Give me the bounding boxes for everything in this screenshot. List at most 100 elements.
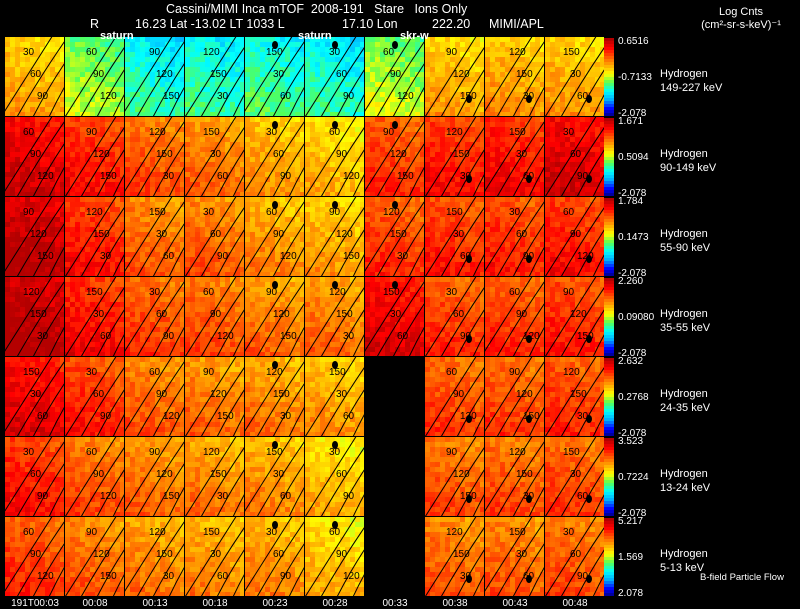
- pixel: [385, 52, 390, 57]
- pixel: [155, 247, 160, 252]
- pixel: [145, 67, 150, 72]
- pixel: [150, 207, 155, 212]
- pixel: [5, 167, 10, 172]
- pixel: [490, 162, 495, 167]
- pixel: [305, 182, 310, 187]
- pixel: [150, 37, 155, 42]
- pixel: [75, 257, 80, 262]
- pixel: [100, 222, 105, 227]
- pixel: [30, 47, 35, 52]
- pixel: [390, 92, 395, 97]
- pixel: [575, 77, 580, 82]
- pixel: [495, 192, 500, 196]
- pixel: [65, 187, 70, 192]
- pixel: [65, 147, 70, 152]
- pixel: [380, 132, 385, 137]
- pixel: [485, 112, 490, 116]
- pixel: [15, 217, 20, 222]
- pixel: [65, 137, 70, 142]
- pixel: [215, 77, 220, 82]
- pixel: [15, 207, 20, 212]
- pixel: [25, 162, 30, 167]
- pixel: [285, 192, 290, 196]
- pixel: [510, 87, 515, 92]
- pixel: [220, 197, 225, 202]
- pixel: [215, 97, 220, 102]
- planet-marker: [392, 41, 398, 49]
- pixel: [180, 262, 184, 267]
- pixel: [355, 107, 360, 112]
- pixel: [205, 212, 210, 217]
- pixel: [10, 102, 15, 107]
- pixel: [510, 37, 515, 42]
- pixel: [250, 152, 255, 157]
- pixel: [15, 72, 20, 77]
- contour-line: [352, 174, 364, 196]
- pixel: [250, 207, 255, 212]
- pixel: [440, 177, 445, 182]
- pixel: [200, 42, 205, 47]
- pixel: [5, 192, 10, 196]
- pixel: [110, 92, 115, 97]
- pixel: [240, 132, 244, 137]
- pixel: [315, 172, 320, 177]
- pixel: [180, 237, 184, 242]
- pixel: [240, 47, 244, 52]
- pixel: [15, 187, 20, 192]
- pixel: [540, 82, 544, 87]
- pixel: [280, 102, 285, 107]
- pixel: [250, 182, 255, 187]
- pixel: [175, 207, 180, 212]
- pixel: [145, 242, 150, 247]
- pixel: [580, 157, 585, 162]
- pixel: [165, 77, 170, 82]
- pixel: [100, 232, 105, 237]
- contour-label: 60: [163, 251, 175, 262]
- pixel: [370, 112, 375, 116]
- pixel: [290, 202, 295, 207]
- pixel: [275, 157, 280, 162]
- pixel: [555, 182, 560, 187]
- pixel: [50, 272, 55, 276]
- pixel: [435, 122, 440, 127]
- pixel: [305, 192, 310, 196]
- pixel: [370, 152, 375, 157]
- pixel: [580, 92, 585, 97]
- pixel: [120, 152, 124, 157]
- pixel: [140, 62, 145, 67]
- pixel: [160, 122, 165, 127]
- pixel: [180, 62, 184, 67]
- pixel: [240, 217, 244, 222]
- pixel: [110, 187, 115, 192]
- pixel: [85, 72, 90, 77]
- pixel: [5, 237, 10, 242]
- contour-line: [592, 94, 604, 116]
- pixel: [545, 177, 550, 182]
- pixel: [240, 67, 244, 72]
- pixel: [300, 222, 304, 227]
- pixel: [405, 52, 410, 57]
- pixel: [285, 87, 290, 92]
- pixel: [440, 152, 445, 157]
- contour-line: [125, 37, 173, 112]
- pixel: [430, 92, 435, 97]
- pixel: [45, 222, 50, 227]
- pixel: [150, 127, 155, 132]
- pixel: [340, 102, 345, 107]
- pixel: [400, 37, 405, 42]
- pixel: [105, 172, 110, 177]
- pixel: [190, 57, 195, 62]
- pixel: [170, 87, 175, 92]
- pixel: [505, 142, 510, 147]
- pixel: [365, 47, 370, 52]
- pixel: [270, 207, 275, 212]
- pixel: [15, 102, 20, 107]
- pixel: [45, 187, 50, 192]
- contour-line: [65, 197, 117, 276]
- pixel: [435, 87, 440, 92]
- pixel: [490, 77, 495, 82]
- pixel: [120, 232, 124, 237]
- pixel: [460, 137, 465, 142]
- pixel: [40, 87, 45, 92]
- pixel: [380, 147, 385, 152]
